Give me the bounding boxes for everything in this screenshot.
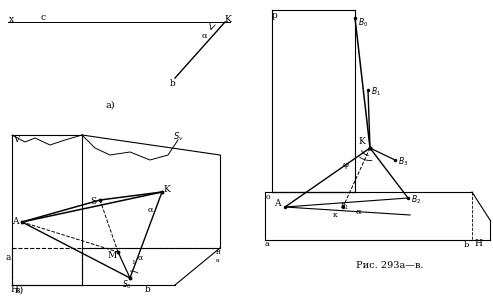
Text: b: b	[463, 241, 469, 249]
Text: $B_2$: $B_2$	[411, 194, 421, 206]
Text: A: A	[274, 199, 280, 208]
Text: o: o	[266, 193, 270, 201]
Text: $B_1$: $B_1$	[340, 202, 350, 212]
Text: p: p	[272, 11, 278, 21]
Text: а): а)	[105, 100, 115, 109]
Text: $B_1$: $B_1$	[371, 86, 381, 98]
Text: H: H	[474, 239, 482, 248]
Text: φ: φ	[343, 161, 349, 169]
Text: K: K	[164, 184, 171, 193]
Text: $B_0$: $B_0$	[358, 17, 368, 29]
Text: $S_v$: $S_v$	[173, 131, 183, 143]
Text: K: K	[225, 14, 231, 24]
Text: н: н	[215, 248, 220, 256]
Text: Рис. 293а—в.: Рис. 293а—в.	[356, 260, 424, 269]
Text: M: M	[107, 251, 117, 260]
Text: α: α	[355, 208, 361, 216]
Text: $B_3$: $B_3$	[398, 156, 408, 168]
Text: x: x	[8, 14, 14, 24]
Text: b: b	[145, 286, 151, 295]
Text: α: α	[147, 206, 153, 214]
Text: 1: 1	[131, 260, 135, 265]
Text: α: α	[201, 32, 207, 40]
Text: в): в)	[15, 286, 24, 295]
Text: a: a	[5, 254, 11, 263]
Text: V: V	[13, 135, 19, 144]
Text: κ: κ	[333, 211, 337, 219]
Text: H: H	[10, 286, 18, 295]
Text: α: α	[138, 254, 142, 262]
Text: K: K	[358, 137, 365, 146]
Text: $S_0$: $S_0$	[122, 279, 132, 291]
Text: a: a	[265, 240, 270, 248]
Text: н: н	[216, 257, 220, 263]
Text: b: b	[170, 79, 176, 88]
Text: A: A	[12, 217, 18, 227]
Text: c: c	[40, 13, 45, 22]
Text: S: S	[90, 198, 96, 207]
